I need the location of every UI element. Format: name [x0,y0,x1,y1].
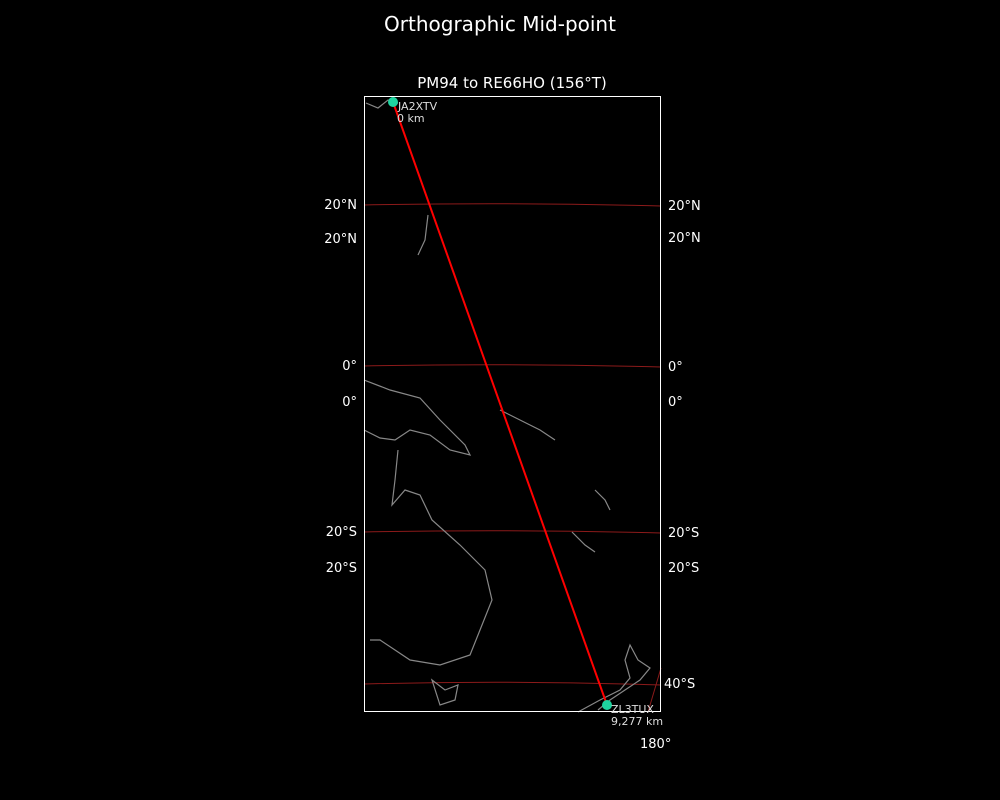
lon-label: 180° [640,737,671,752]
lat-label: 20°S [668,526,699,541]
lat-label: 0° [668,395,683,410]
lat-label: 20°S [668,561,699,576]
graticule [363,203,662,713]
lat-label: 0° [342,395,357,410]
figure-title: Orthographic Mid-point [384,12,616,36]
lat-label: 0° [342,359,357,374]
map-title: PM94 to RE66HO (156°T) [417,74,607,92]
lat-labels-left: 20°N 20°N 0° 0° 20°S 20°S [324,198,357,576]
start-station-marker[interactable] [388,97,398,107]
lat-label: 0° [668,360,683,375]
lat-label: 20°N [324,232,357,247]
end-station-marker[interactable] [602,700,612,710]
end-distance: 9,277 km [611,715,663,728]
lat-label: 20°S [326,561,357,576]
lat-labels-right: 20°N 20°N 0° 0° 20°S 20°S 40°S [664,199,701,692]
lat-label: 20°N [668,199,701,214]
lat-label: 20°N [324,198,357,213]
lat-label: 40°S [664,677,695,692]
coastlines [363,99,651,713]
lat-label: 20°S [326,525,357,540]
start-call: JA2XTV [397,100,438,113]
end-call: ZL3TUX [611,703,654,716]
map-frame [364,96,661,712]
great-circle-path [392,101,608,706]
lat-label: 20°N [668,231,701,246]
start-distance: 0 km [397,112,425,125]
